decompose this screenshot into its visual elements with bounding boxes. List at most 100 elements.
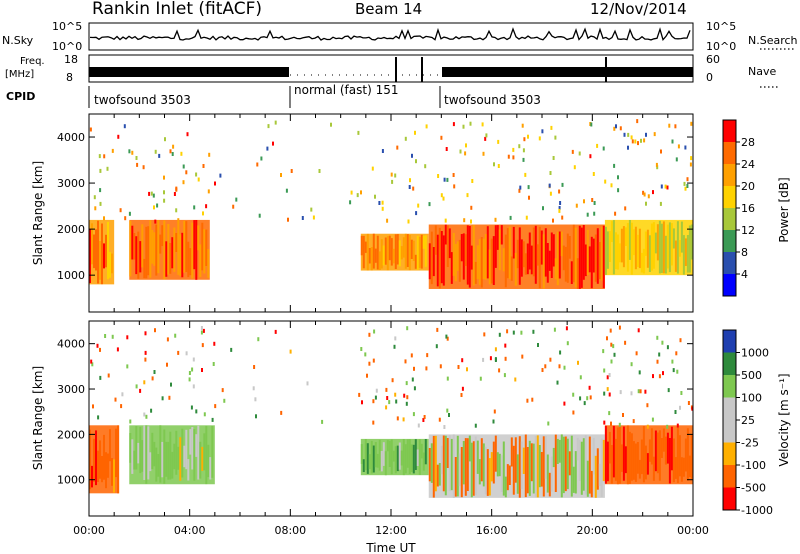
region-strip xyxy=(532,443,535,494)
speckle-point xyxy=(461,358,464,363)
speckle-point xyxy=(190,405,193,410)
speckle-point xyxy=(640,138,642,143)
region-strip xyxy=(602,439,605,482)
speckle-point xyxy=(652,190,654,195)
x-tick-label: 12:00 xyxy=(375,524,407,537)
region-strip xyxy=(520,441,523,489)
region-strip xyxy=(145,226,148,279)
nave-tick-top: 60 xyxy=(706,53,720,66)
speckle-point xyxy=(117,134,120,139)
region-strip xyxy=(151,230,154,264)
region-strip xyxy=(456,435,459,497)
speckle-point xyxy=(556,380,559,385)
speckle-point xyxy=(411,377,414,382)
region-strip xyxy=(394,446,397,474)
speckle-point xyxy=(482,151,485,156)
region-strip xyxy=(378,439,381,471)
speckle-point xyxy=(623,132,626,137)
speckle-point xyxy=(632,419,635,424)
speckle-point xyxy=(90,359,93,364)
speckle-point xyxy=(442,196,445,201)
region-strip xyxy=(91,223,93,265)
region-strip xyxy=(416,449,419,466)
speckle-point xyxy=(446,408,449,413)
speckle-point xyxy=(301,216,304,220)
region-strip xyxy=(528,440,531,496)
region-strip xyxy=(133,450,136,470)
region-strip xyxy=(169,243,172,274)
speckle-point xyxy=(169,149,172,154)
freq-panel: Freq. [MHz] 18 8 60 0 Nave xyxy=(5,53,780,88)
speckle-point xyxy=(321,419,324,424)
speckle-point xyxy=(156,203,159,208)
region-strip xyxy=(440,445,443,475)
speckle-point xyxy=(553,327,556,332)
region-strip xyxy=(107,221,109,280)
speckle-point xyxy=(676,423,679,428)
region-strip xyxy=(644,231,647,256)
speckle-point xyxy=(93,195,96,200)
velocity-colorbar-ticks: 1000 500 100 25 -25 -100 -500 -1000 xyxy=(736,347,773,517)
region-strip xyxy=(428,448,431,482)
speckle-point xyxy=(111,334,114,339)
region-strip xyxy=(548,250,551,271)
region-strip xyxy=(690,224,693,260)
speckle-point xyxy=(461,386,464,391)
speckle-point xyxy=(463,218,466,223)
region-strip xyxy=(670,426,673,471)
region-strip xyxy=(167,224,170,275)
region-strip xyxy=(622,226,625,268)
region-strip xyxy=(690,434,693,479)
region-strip xyxy=(410,239,413,259)
speckle-point xyxy=(151,376,154,381)
region-strip xyxy=(398,442,401,470)
speckle-point xyxy=(260,156,263,161)
speckle-point xyxy=(666,345,669,350)
speckle-point xyxy=(394,336,397,341)
speckle-point xyxy=(610,342,613,347)
region-strip xyxy=(360,235,363,256)
speckle-point xyxy=(627,132,630,137)
speckle-point xyxy=(318,169,321,173)
speckle-point xyxy=(668,123,671,128)
region-strip xyxy=(456,241,459,271)
region-strip xyxy=(628,220,631,260)
colorbar-tick-label: 16 xyxy=(741,202,755,215)
region-strip xyxy=(638,228,641,269)
region-strip xyxy=(560,231,563,257)
colorbar-swatch xyxy=(723,274,736,297)
speckle-point xyxy=(514,377,517,382)
speckle-point xyxy=(144,350,147,355)
speckle-point xyxy=(572,410,575,415)
region-strip xyxy=(566,233,569,283)
speckle-point xyxy=(386,396,389,400)
region-strip xyxy=(602,225,605,289)
region-strip xyxy=(464,438,467,496)
power-ylabel: Slant Range [km] xyxy=(31,161,45,265)
region-strip xyxy=(630,433,633,481)
region-strip xyxy=(382,245,385,266)
speckle-point xyxy=(330,122,332,127)
speckle-point xyxy=(166,362,168,367)
speckle-point xyxy=(111,148,114,153)
y-tick-label: 2000 xyxy=(57,223,85,236)
speckle-point xyxy=(466,193,469,198)
region-strip xyxy=(572,224,575,283)
region-strip xyxy=(460,447,463,498)
region-strip xyxy=(682,235,685,275)
region-strip xyxy=(378,251,381,270)
speckle-point xyxy=(426,353,429,358)
region-strip xyxy=(153,232,156,266)
region-strip xyxy=(488,249,491,285)
region-strip xyxy=(448,435,451,492)
speckle-point xyxy=(672,368,675,373)
region-strip xyxy=(608,431,611,464)
speckle-point xyxy=(592,172,595,176)
y-tick-label: 4000 xyxy=(57,338,85,351)
region-strip xyxy=(454,243,457,282)
power-colorbar-swatches xyxy=(723,120,736,297)
speckle-point xyxy=(593,201,596,205)
speckle-point xyxy=(642,190,645,195)
speckle-point xyxy=(104,334,107,338)
region-strip xyxy=(672,228,675,249)
